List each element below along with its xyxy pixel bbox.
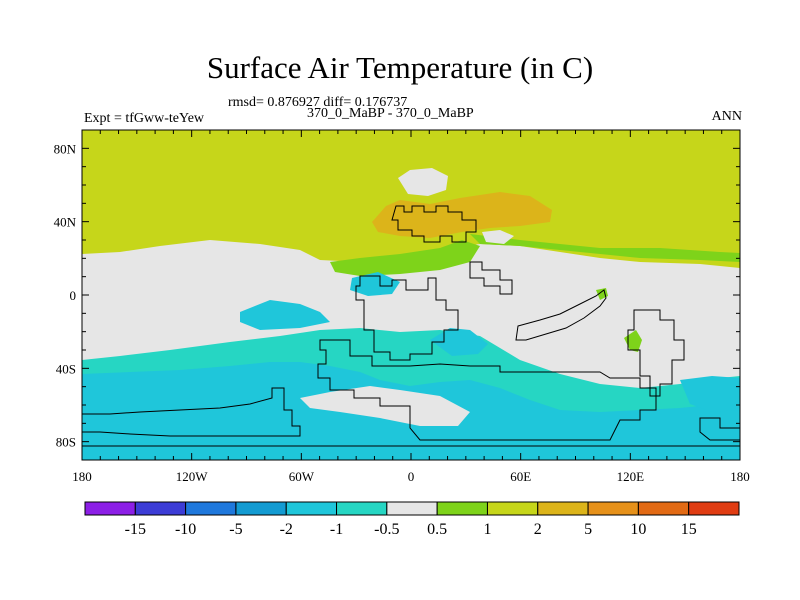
colorbar-label: 15: [681, 521, 697, 538]
plot-title: Surface Air Temperature (in C): [206, 50, 594, 85]
continent-south-block: [317, 339, 657, 441]
cyan-equatorial-patch: [350, 272, 400, 296]
colorbar-label: -2: [280, 521, 293, 538]
x-tick-label: 180: [730, 469, 750, 484]
continent-north: [391, 205, 477, 243]
colorbar-label: -15: [125, 521, 146, 538]
temperature-field: [82, 130, 740, 460]
continent-east: [627, 309, 685, 397]
colorbar-swatch: [587, 501, 639, 516]
y-tick-label: 80N: [54, 141, 77, 156]
comparison-label: 370_0_MaBP - 370_0_MaBP: [307, 106, 474, 121]
yellow-green-region: [82, 130, 740, 268]
y-tick-label: 80S: [56, 435, 76, 450]
colorbar-label: 5: [584, 521, 592, 538]
y-tick-label: 40N: [54, 215, 77, 230]
colorbar-swatch: [336, 501, 388, 516]
continent-ribbon: [515, 289, 607, 341]
experiment-label: Expt = tfGww-teYew: [84, 111, 205, 126]
cyan-south-pacific: [680, 376, 740, 412]
green-speck: [596, 288, 608, 300]
x-tick-label: 180: [72, 469, 92, 484]
colorbar-swatch: [285, 501, 338, 516]
continent-southwest: [81, 387, 301, 437]
colorbar-swatch: [386, 501, 438, 516]
continent-central-west: [355, 275, 459, 361]
continent-india: [469, 261, 513, 295]
cyan-tongue: [240, 300, 330, 330]
x-tick-label: 0: [408, 469, 415, 484]
colorbar-labels: -15 -10 -5 -2 -1 -0.5 0.5 1 2 5 10 15: [125, 521, 697, 538]
axis-ticks: [81, 129, 741, 461]
colorbar-label: -0.5: [374, 521, 399, 538]
neutral-pacific-patch: [482, 230, 514, 244]
colorbar: [84, 501, 740, 516]
colorbar-swatch: [185, 501, 237, 516]
colorbar-swatch: [688, 501, 740, 516]
colorbar-swatch: [537, 501, 589, 516]
x-tick-label: 120E: [617, 469, 645, 484]
colorbar-swatch: [637, 501, 690, 516]
x-tick-label: 60W: [289, 469, 315, 484]
colorbar-label: -10: [175, 521, 196, 538]
green-region: [330, 240, 480, 276]
colorbar-label: -5: [229, 521, 242, 538]
colorbar-label: -1: [330, 521, 343, 538]
neutral-arctic-patch: [398, 168, 448, 196]
y-axis-labels: 80N 40N 0 40S 80S: [54, 141, 77, 449]
colorbar-label: 0.5: [427, 521, 447, 538]
colorbar-label: 10: [630, 521, 646, 538]
x-axis-labels: 180 120W 60W 0 60E 120E 180: [72, 469, 750, 484]
y-tick-label: 40S: [56, 361, 76, 376]
land-outlines: [81, 205, 741, 447]
colorbar-swatch: [134, 501, 187, 516]
colorbar-label: 2: [534, 521, 542, 538]
colorbar-swatch: [486, 501, 539, 516]
colorbar-swatch: [436, 501, 488, 516]
colorbar-swatch: [84, 501, 136, 516]
x-tick-label: 120W: [176, 469, 209, 484]
y-tick-label: 0: [70, 288, 77, 303]
stats-label: rmsd= 0.876927 diff= 0.176737: [228, 95, 408, 110]
x-tick-label: 60E: [510, 469, 531, 484]
colorbar-swatch: [235, 501, 287, 516]
season-label: ANN: [711, 109, 742, 124]
colorbar-label: 1: [483, 521, 491, 538]
green-region-2: [470, 234, 740, 262]
